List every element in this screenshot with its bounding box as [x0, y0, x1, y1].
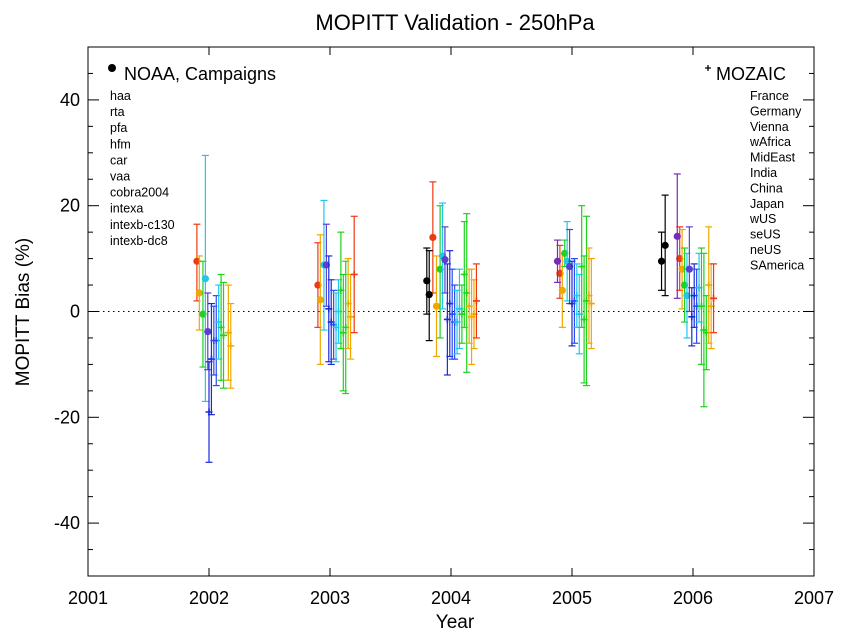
data-point — [556, 269, 564, 278]
legend-entry: hfm — [110, 137, 131, 151]
data-point — [673, 232, 681, 240]
data-point — [683, 292, 691, 300]
legend-entry: India — [750, 166, 777, 180]
legend-entry: MidEast — [750, 151, 796, 165]
y-tick-label: -40 — [54, 513, 80, 533]
legend-entry: car — [110, 153, 127, 167]
data-point-plus — [350, 270, 358, 278]
data-point — [432, 302, 441, 310]
campaign-series — [204, 223, 693, 371]
data-point — [553, 257, 562, 265]
data-point — [204, 328, 212, 336]
legend-entry: vaa — [110, 170, 130, 184]
data-point — [680, 281, 689, 289]
data-point — [685, 265, 693, 273]
data-point-plus — [472, 297, 480, 305]
legend-noaa-entries: haa rta pfa hfm car vaa cobra2004 intexa intexb-… — [110, 89, 175, 248]
campaign-series — [193, 181, 684, 328]
x-tick-label: 2006 — [673, 588, 713, 608]
x-tick-label: 2005 — [552, 588, 592, 608]
data-point — [425, 290, 433, 299]
data-point — [441, 256, 449, 264]
data-point — [436, 265, 444, 273]
axis-ticks: 2001 2002 2003 2004 2005 2006 2007 -40 -20 0 20 40 — [54, 46, 834, 608]
mozaic-series — [215, 252, 703, 363]
legend-entry: rta — [110, 105, 125, 119]
data-point-plus — [710, 294, 718, 302]
mozaic-series — [205, 250, 698, 463]
data-point — [423, 277, 431, 285]
legend-entry: intexb-dc8 — [110, 234, 168, 248]
data-point — [195, 289, 203, 297]
campaign-series — [199, 205, 689, 368]
mozaic-series — [350, 215, 718, 339]
mozaic-series — [224, 226, 715, 389]
y-tick-label: 20 — [60, 196, 80, 216]
x-axis-label: Year — [436, 612, 475, 629]
data-point — [678, 265, 686, 273]
legend-entry: France — [750, 89, 789, 103]
data-point — [661, 241, 669, 249]
x-tick-label: 2001 — [68, 588, 108, 608]
chart-title: MOPITT Validation - 250hPa — [315, 10, 595, 35]
data-point — [558, 286, 566, 294]
x-tick-label: 2002 — [189, 588, 229, 608]
legend-entry: intexa — [110, 202, 143, 216]
campaign-series — [201, 154, 691, 403]
data-point — [316, 296, 324, 304]
legend-noaa-title: NOAA, Campaigns — [124, 64, 276, 84]
data-point-plus — [220, 331, 228, 339]
legend-noaa-marker — [108, 64, 116, 72]
legend-entry: Japan — [750, 197, 784, 211]
legend-entry: seUS — [750, 228, 781, 242]
data-point — [201, 275, 209, 283]
data-point — [565, 262, 574, 271]
data-series — [193, 154, 718, 463]
legend-entry: wUS — [749, 212, 776, 226]
legend-entry: China — [750, 181, 783, 195]
y-tick-label: 40 — [60, 90, 80, 110]
legend-entry: haa — [110, 89, 131, 103]
data-point — [657, 257, 666, 265]
mozaic-series — [217, 205, 710, 408]
legend-entry: cobra2004 — [110, 186, 169, 200]
data-point — [199, 310, 207, 318]
legend-entry: neUS — [750, 243, 781, 257]
data-point — [561, 249, 569, 257]
legend-entry: pfa — [110, 121, 127, 135]
data-point — [322, 261, 330, 269]
data-point-plus — [587, 300, 595, 308]
data-point — [314, 281, 322, 289]
legend-entry: intexb-c130 — [110, 218, 175, 232]
data-point — [193, 257, 201, 265]
y-axis-label: MOPITT Bias (%) — [13, 238, 34, 387]
legend-entry: Germany — [750, 104, 802, 118]
y-tick-label: -20 — [54, 407, 80, 427]
plot-frame — [87, 46, 815, 577]
campaign-series — [423, 194, 669, 342]
campaign-series — [553, 173, 681, 299]
data-point-plus — [347, 313, 355, 321]
legend-entry: Vienna — [750, 120, 789, 134]
campaign-series — [195, 228, 686, 365]
legend-entry: SAmerica — [750, 258, 804, 272]
data-point — [676, 255, 684, 263]
data-point-plus — [227, 342, 235, 350]
legend-entry: wAfrica — [749, 135, 791, 149]
legend-mozaic-title: MOZAIC — [716, 64, 786, 84]
y-tick-label: 0 — [70, 302, 80, 322]
legend-noaa: NOAA, Campaigns haa rta pfa hfm car vaa cobra2… — [108, 64, 276, 248]
x-tick-label: 2007 — [794, 588, 834, 608]
mozaic-series — [210, 258, 701, 387]
legend-mozaic-marker — [705, 65, 711, 71]
x-tick-label: 2004 — [431, 588, 471, 608]
x-tick-label: 2003 — [310, 588, 350, 608]
data-point — [429, 233, 437, 242]
